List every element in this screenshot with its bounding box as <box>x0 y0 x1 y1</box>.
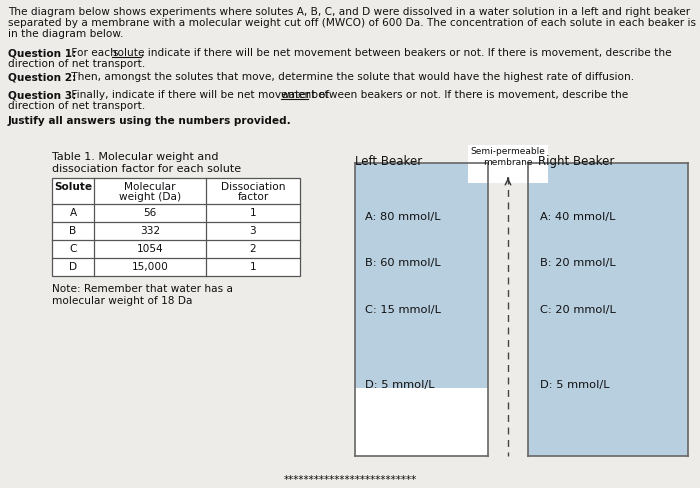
Text: C: 15 mmol/L: C: 15 mmol/L <box>365 305 441 315</box>
Text: 56: 56 <box>144 208 157 218</box>
Text: For each: For each <box>68 48 120 58</box>
Text: D: 5 mmol/L: D: 5 mmol/L <box>365 380 435 390</box>
Text: water: water <box>281 90 312 100</box>
Text: 1: 1 <box>250 262 256 272</box>
Bar <box>355 388 488 456</box>
Text: 1: 1 <box>250 208 256 218</box>
Text: A: 80 mmol/L: A: 80 mmol/L <box>365 212 440 222</box>
Text: B: B <box>69 226 76 236</box>
Text: Justify all answers using the numbers provided.: Justify all answers using the numbers pr… <box>8 116 292 126</box>
Text: direction of net transport.: direction of net transport. <box>8 59 146 69</box>
Text: , indicate if there will be net movement between beakers or not. If there is mov: , indicate if there will be net movement… <box>141 48 671 58</box>
Text: 332: 332 <box>140 226 160 236</box>
Text: Finally, indicate if there will be net movement of: Finally, indicate if there will be net m… <box>68 90 332 100</box>
Text: B: 60 mmol/L: B: 60 mmol/L <box>365 258 440 268</box>
Text: molecular weight of 18 Da: molecular weight of 18 Da <box>52 296 192 306</box>
Text: weight (Da): weight (Da) <box>119 192 181 202</box>
Text: 2: 2 <box>250 244 256 254</box>
Bar <box>468 145 548 183</box>
Text: C: 20 mmol/L: C: 20 mmol/L <box>540 305 616 315</box>
Text: 1054: 1054 <box>136 244 163 254</box>
Text: Semi-permeable: Semi-permeable <box>470 147 545 156</box>
Text: 3: 3 <box>250 226 256 236</box>
Text: Left Beaker: Left Beaker <box>355 155 422 168</box>
Text: separated by a membrane with a molecular weight cut off (MWCO) of 600 Da. The co: separated by a membrane with a molecular… <box>8 18 700 28</box>
Text: Then, amongst the solutes that move, determine the solute that would have the hi: Then, amongst the solutes that move, det… <box>68 72 634 82</box>
Text: Note: Remember that water has a: Note: Remember that water has a <box>52 284 233 294</box>
Text: A: A <box>69 208 76 218</box>
Text: A: 40 mmol/L: A: 40 mmol/L <box>540 212 615 222</box>
Text: Question 3:: Question 3: <box>8 90 76 100</box>
Text: Right Beaker: Right Beaker <box>538 155 615 168</box>
Text: 15,000: 15,000 <box>132 262 169 272</box>
Text: Question 2:: Question 2: <box>8 72 76 82</box>
Text: Dissociation: Dissociation <box>220 182 286 192</box>
Bar <box>52 178 300 276</box>
Text: B: 20 mmol/L: B: 20 mmol/L <box>540 258 615 268</box>
Text: **************************: ************************** <box>284 475 416 485</box>
Bar <box>528 163 688 456</box>
Text: Molecular: Molecular <box>125 182 176 192</box>
Text: D: 5 mmol/L: D: 5 mmol/L <box>540 380 610 390</box>
Text: Question 1:: Question 1: <box>8 48 76 58</box>
Text: Solute: Solute <box>54 182 92 192</box>
Text: membrane: membrane <box>483 158 533 167</box>
Bar <box>52 178 300 276</box>
Text: Table 1. Molecular weight and: Table 1. Molecular weight and <box>52 152 218 162</box>
Text: The diagram below shows experiments where solutes A, B, C, and D were dissolved : The diagram below shows experiments wher… <box>8 7 690 17</box>
Text: direction of net transport.: direction of net transport. <box>8 101 146 111</box>
Text: D: D <box>69 262 77 272</box>
Text: C: C <box>69 244 77 254</box>
Text: factor: factor <box>237 192 269 202</box>
Bar <box>355 163 488 388</box>
Text: in the diagram below.: in the diagram below. <box>8 29 123 39</box>
Text: dissociation factor for each solute: dissociation factor for each solute <box>52 164 241 174</box>
Text: solute: solute <box>112 48 144 58</box>
Text: between beakers or not. If there is movement, describe the: between beakers or not. If there is move… <box>308 90 629 100</box>
